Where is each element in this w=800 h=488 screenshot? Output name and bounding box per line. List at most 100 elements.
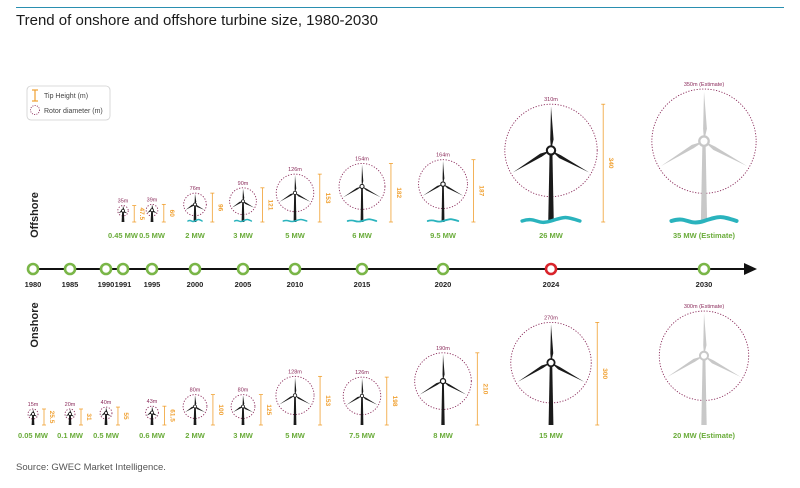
turbine-blade-1 xyxy=(703,313,707,356)
timeline-points: 1980 1985 1990 1991 1995 2000 2005 2010 2015 2020… xyxy=(25,262,712,289)
turbine-hub xyxy=(193,202,197,207)
tip-height-label: 210 xyxy=(481,383,488,394)
turbine-hub xyxy=(150,410,154,415)
rotor-circle xyxy=(504,103,598,198)
capacity-label: 2 MW xyxy=(185,231,206,240)
turbine-blade-3 xyxy=(422,184,443,196)
turbine-tower xyxy=(441,184,445,222)
onshore-turbine-1995: 43m 61.5 0.6 MW xyxy=(139,399,175,440)
turbine-blade-1 xyxy=(442,354,445,382)
offshore-turbine-2005: 90m 121 3 MW xyxy=(229,181,273,240)
turbine-blade-1 xyxy=(242,395,245,407)
rotor-circle xyxy=(182,394,208,419)
capacity-label: 6 MW xyxy=(352,231,373,240)
rotor-circle xyxy=(229,187,257,216)
timeline-point-2000 xyxy=(188,262,202,276)
turbine-blade-3 xyxy=(343,186,362,198)
turbine-water-wave xyxy=(282,218,308,223)
turbine-blade-3 xyxy=(517,362,551,382)
turbine-blade-2 xyxy=(551,362,585,382)
onshore-turbine-2030: 300m (Estimate) 20 MW (Estimate) xyxy=(658,304,750,440)
capacity-label: 26 MW xyxy=(539,231,564,240)
turbine-tower xyxy=(360,395,364,425)
tip-height-label: 198 xyxy=(391,396,398,407)
legend: Tip Height (m) Rotor diameter (m) xyxy=(26,85,111,121)
capacity-label: 3 MW xyxy=(233,431,254,440)
capacity-label: 35 MW (Estimate) xyxy=(673,231,736,240)
rotor-diameter-label: 300m (Estimate) xyxy=(684,304,725,310)
turbine-tower xyxy=(441,381,445,425)
turbine-blade-2 xyxy=(295,395,311,405)
turbine-hub xyxy=(292,393,298,398)
turbine-hub xyxy=(292,190,298,196)
timeline-point-2024 xyxy=(544,262,558,276)
onshore-turbines: 15m 25.5 0.05 MW 20m 31 0.1 MW 40m 55 0.5 MW 43m 6… xyxy=(18,304,750,440)
turbine-hub xyxy=(698,350,710,361)
turbine-hub xyxy=(241,404,245,409)
capacity-label: 0.45 MW xyxy=(108,231,139,240)
rotor-diameter-label: 190m xyxy=(436,346,450,352)
onshore-turbine-1980: 15m 25.5 0.05 MW xyxy=(18,402,55,440)
rotor-circle xyxy=(145,405,159,420)
legend-rotor-diameter-label: Rotor diameter (m) xyxy=(44,108,103,115)
turbine-blade-3 xyxy=(233,406,243,413)
tip-height-label: 300 xyxy=(601,368,608,379)
turbine-hub xyxy=(359,183,365,190)
turbine-tower xyxy=(193,406,197,425)
rotor-circle xyxy=(275,375,315,415)
tip-height-label: 182 xyxy=(395,187,402,198)
offshore-turbine-2010: 126m 153 5 MW xyxy=(275,167,331,240)
capacity-label: 20 MW (Estimate) xyxy=(673,431,736,440)
tip-height-label: 100 xyxy=(217,404,224,415)
year-label: 1991 xyxy=(115,280,132,289)
turbine-blade-2 xyxy=(362,186,381,198)
turbine-blade-2 xyxy=(243,201,255,208)
turbine-blade-1 xyxy=(550,106,554,151)
turbine-blade-1 xyxy=(361,164,364,187)
turbine-tower xyxy=(700,141,708,222)
offshore-turbine-2000: 76m 96 2 MW xyxy=(183,186,223,240)
offshore-turbine-2030: 350m (Estimate) 35 MW (Estimate) xyxy=(651,82,757,240)
turbine-tower xyxy=(68,414,72,425)
rotor-circle xyxy=(64,408,76,420)
year-label: 2015 xyxy=(354,280,371,289)
onshore-turbine-2024: 270m 300 15 MW xyxy=(510,315,608,440)
timeline-axis xyxy=(30,263,757,275)
turbine-tower xyxy=(150,412,154,425)
capacity-label: 2 MW xyxy=(185,431,206,440)
capacity-label: 0.5 MW xyxy=(139,231,166,240)
turbine-hub xyxy=(121,208,125,213)
turbine-hub xyxy=(440,181,446,187)
capacity-label: 15 MW xyxy=(539,431,564,440)
timeline-point-2030 xyxy=(697,262,711,276)
turbine-water-wave xyxy=(233,218,253,223)
turbine-hub xyxy=(439,377,447,385)
turbine-blade-3 xyxy=(661,141,704,166)
rotor-diameter-label: 20m xyxy=(65,402,76,408)
turbine-hub xyxy=(241,199,245,204)
turbine-tower xyxy=(193,204,197,222)
rotor-circle xyxy=(117,205,129,217)
year-label: 2024 xyxy=(543,280,561,289)
offshore-turbines: 35m 47.5 0.45 MW 39m 60 0.5 MW 76m 96 2 MW 90m 121… xyxy=(108,82,757,240)
turbine-hub xyxy=(545,145,557,156)
turbine-blade-3 xyxy=(512,150,551,173)
offshore-turbine-1995: 39m 60 0.5 MW xyxy=(139,197,175,240)
turbine-blade-1 xyxy=(194,193,197,205)
turbine-blade-1 xyxy=(703,91,707,142)
turbine-blade-1 xyxy=(194,395,197,407)
timeline-point-1991 xyxy=(116,262,130,276)
turbine-hub xyxy=(31,412,35,416)
rotor-diameter-label: 350m (Estimate) xyxy=(684,82,725,88)
turbine-blade-3 xyxy=(279,395,295,405)
rotor-diameter-label: 43m xyxy=(147,399,158,405)
tip-height-label: 121 xyxy=(266,199,273,210)
tip-height-label: 187 xyxy=(477,185,484,196)
offshore-turbine-2020: 164m 187 9.5 MW xyxy=(418,153,484,240)
capacity-label: 3 MW xyxy=(233,231,254,240)
rotor-diameter-label: 128m xyxy=(288,369,302,375)
rotor-diameter-label: 15m xyxy=(28,402,39,408)
turbine-tower xyxy=(293,192,297,222)
rotor-diameter-label: 90m xyxy=(238,181,249,187)
turbine-blade-3 xyxy=(231,201,243,208)
